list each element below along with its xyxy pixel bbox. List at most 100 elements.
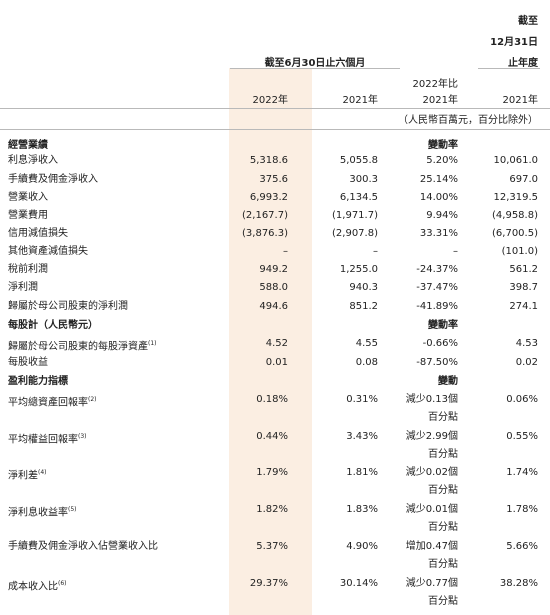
row-label-text: 歸屬於母公司股東的每股淨資產	[8, 341, 148, 353]
col-header-1: 2022年	[252, 95, 288, 106]
cell-full-year: 12,319.5	[493, 192, 538, 203]
asof-line2: 12月31日	[490, 37, 538, 48]
cell-full-year: 0.06%	[506, 394, 538, 405]
unit-divider	[0, 129, 550, 130]
cell-2022: (3,876.3)	[242, 228, 288, 239]
row-label-text: 平均總資產回報率	[8, 397, 88, 409]
cell-change: 5.20%	[426, 155, 458, 166]
footnote-marker: (4)	[38, 469, 47, 476]
cell-full-year: 274.1	[509, 301, 538, 312]
cell-change: 33.31%	[419, 228, 458, 239]
cell-change: 14.00%	[419, 192, 458, 203]
cell-2022: 0.18%	[256, 394, 288, 405]
cell-2021: 0.08	[355, 357, 378, 368]
asof-line1: 截至	[518, 16, 538, 27]
cell-2021: 851.2	[349, 301, 378, 312]
cell-full-year: (4,958.8)	[492, 210, 538, 221]
cell-full-year: 1.78%	[506, 504, 538, 515]
cell-full-year: (6,700.5)	[492, 228, 538, 239]
cell-2022: –	[283, 246, 288, 257]
row-label: 利息淨收入	[8, 155, 58, 166]
cell-change: -87.50%	[416, 357, 458, 368]
highlight-column-2022	[229, 68, 312, 615]
row-label: 手續費及佣金淨收入	[8, 174, 98, 185]
row-label: 淨利息收益率(5)	[8, 504, 77, 519]
footnote-marker: (6)	[58, 580, 67, 587]
row-label-text: 淨利息收益率	[8, 507, 68, 519]
cell-2021: 30.14%	[339, 578, 378, 589]
col-header-3: 2021年	[422, 95, 458, 106]
cell-2022: 494.6	[259, 301, 288, 312]
cell-change: 減少2.99個	[405, 431, 458, 442]
cell-full-year: 0.02	[515, 357, 538, 368]
cell-2022: 1.79%	[256, 467, 288, 478]
compare-line1: 2022年比	[412, 79, 458, 90]
cell-2021: 0.31%	[346, 394, 378, 405]
cell-2022: 0.01	[265, 357, 288, 368]
footnote-marker: (3)	[78, 433, 87, 440]
row-label-text: 平均權益回報率	[8, 434, 78, 446]
cell-2022: 4.52	[265, 338, 288, 349]
cell-change-unit: 百分點	[428, 485, 458, 496]
cell-full-year: (101.0)	[501, 246, 538, 257]
cell-change-unit: 百分點	[428, 412, 458, 423]
cell-change: -37.47%	[416, 282, 458, 293]
cell-2022: 5.37%	[256, 541, 288, 552]
cell-change: 減少0.02個	[405, 467, 458, 478]
row-label-text: 淨利差	[8, 470, 38, 482]
cell-2022: 1.82%	[256, 504, 288, 515]
row-label: 稅前利潤	[8, 264, 48, 275]
cell-change-unit: 百分點	[428, 559, 458, 570]
cell-2022: 5,318.6	[249, 155, 288, 166]
cell-2022: (2,167.7)	[242, 210, 288, 221]
row-label: 成本收入比(6)	[8, 578, 67, 593]
cell-2021: 300.3	[349, 174, 378, 185]
row-label: 每股收益	[8, 357, 48, 368]
cell-change: 減少0.77個	[405, 578, 458, 589]
cell-change: -24.37%	[416, 264, 458, 275]
cell-full-year: 697.0	[509, 174, 538, 185]
cell-2022: 29.37%	[249, 578, 288, 589]
header-rule-six-months	[230, 68, 400, 69]
cell-change: -0.66%	[422, 338, 458, 349]
cell-2022: 6,993.2	[249, 192, 288, 203]
cell-change: -41.89%	[416, 301, 458, 312]
row-label-text: 成本收入比	[8, 581, 58, 593]
section-change-profitability: 變動	[438, 376, 458, 387]
cell-change-unit: 百分點	[428, 596, 458, 607]
section-title-per-share: 每股計（人民幣元）	[8, 320, 98, 331]
footnote-marker: (5)	[68, 506, 77, 513]
footnote-marker: (1)	[148, 340, 157, 347]
row-label: 營業費用	[8, 210, 48, 221]
cell-2021: (2,907.8)	[332, 228, 378, 239]
cell-full-year: 38.28%	[499, 578, 538, 589]
col-header-4: 2021年	[502, 95, 538, 106]
row-label: 歸屬於母公司股東的每股淨資產(1)	[8, 338, 157, 353]
cell-change-unit: 百分點	[428, 522, 458, 533]
cell-change-unit: 百分點	[428, 449, 458, 460]
row-label: 其他資產減值損失	[8, 246, 88, 257]
row-label: 信用減值損失	[8, 228, 68, 239]
cell-2022: 375.6	[259, 174, 288, 185]
row-label: 手續費及佣金淨收入佔營業收入比	[8, 541, 158, 552]
cell-full-year: 398.7	[509, 282, 538, 293]
cell-2021: 6,134.5	[339, 192, 378, 203]
cell-change: 減少0.13個	[405, 394, 458, 405]
cell-change: 減少0.01個	[405, 504, 458, 515]
cell-2021: 940.3	[349, 282, 378, 293]
col-header-2: 2021年	[342, 95, 378, 106]
cell-full-year: 5.66%	[506, 541, 538, 552]
cell-full-year: 4.53	[515, 338, 538, 349]
cell-2021: (1,971.7)	[332, 210, 378, 221]
header-rule-year	[478, 68, 540, 69]
row-label: 平均權益回報率(3)	[8, 431, 87, 446]
section-change-per-share: 變動率	[428, 320, 458, 331]
row-label: 淨利差(4)	[8, 467, 47, 482]
unit-note: （人民幣百萬元，百分比除外）	[398, 115, 538, 126]
cell-change: 25.14%	[419, 174, 458, 185]
header-divider	[0, 108, 550, 109]
cell-2021: 4.90%	[346, 541, 378, 552]
cell-2021: –	[373, 246, 378, 257]
row-label: 平均總資產回報率(2)	[8, 394, 97, 409]
cell-full-year: 1.74%	[506, 467, 538, 478]
